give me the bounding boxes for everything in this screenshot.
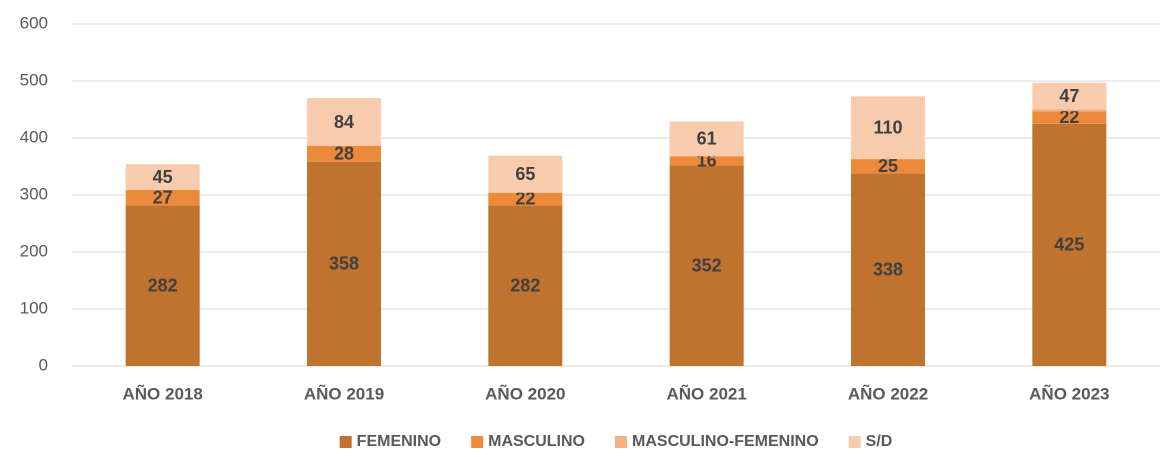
- legend-swatch: [471, 436, 484, 448]
- y-tick-label: 600: [20, 13, 48, 32]
- y-tick-label: 400: [20, 127, 48, 146]
- x-tick-label: AÑO 2019: [304, 383, 384, 403]
- bar-segment: [488, 205, 563, 366]
- y-tick-label: 300: [20, 184, 48, 203]
- x-tick-label: AÑO 2022: [848, 383, 928, 403]
- legend-label: FEMENINO: [357, 433, 441, 450]
- data-label: 45: [153, 167, 173, 187]
- legend-swatch: [615, 436, 628, 448]
- bar-segment: [307, 145, 381, 162]
- bar-segment: [851, 173, 925, 366]
- bar-segment: [125, 189, 200, 206]
- data-label: 27: [153, 187, 173, 207]
- data-label: 28: [334, 144, 354, 164]
- bar-segment: [669, 165, 744, 366]
- data-label: 25: [878, 156, 898, 176]
- x-tick-label: AÑO 2018: [123, 383, 203, 403]
- legend: FEMENINO MASCULINO MASCULINO-FEMENINO S/D: [339, 433, 893, 450]
- bar-segment: [851, 96, 925, 160]
- legend-label: MASCULINO-FEMENINO: [632, 433, 819, 450]
- data-label: 22: [1059, 107, 1079, 127]
- bar-segment: [669, 121, 744, 157]
- x-tick-label: AÑO 2021: [667, 383, 747, 403]
- data-label: 338: [873, 259, 903, 279]
- data-label: 352: [692, 255, 722, 275]
- data-label: 47: [1059, 86, 1079, 106]
- legend-label: S/D: [866, 433, 893, 450]
- bar-segment: [125, 205, 200, 366]
- bar-segment: [851, 159, 925, 174]
- data-label: 61: [697, 129, 717, 149]
- bar-segment: [488, 155, 563, 193]
- y-tick-label: 100: [20, 298, 48, 317]
- y-tick-label: 0: [39, 355, 48, 374]
- data-label: 358: [329, 254, 359, 274]
- bar-segment: [1032, 109, 1107, 112]
- bar-segment: [1032, 82, 1107, 110]
- legend-swatch: [848, 436, 861, 448]
- bar-segment: [488, 192, 563, 206]
- legend-swatch: [339, 436, 352, 448]
- bar-segment: [1032, 111, 1107, 124]
- bar-segment: [1032, 123, 1107, 366]
- bar-segment: [125, 164, 200, 190]
- data-label: 110: [873, 117, 902, 137]
- data-label: 65: [515, 164, 535, 184]
- bar-segment: [307, 98, 381, 146]
- x-tick-label: AÑO 2023: [1029, 383, 1109, 403]
- x-tick-label: AÑO 2020: [485, 383, 565, 403]
- data-label: 425: [1054, 235, 1084, 255]
- data-label: 84: [334, 112, 354, 132]
- data-label: 22: [515, 189, 535, 209]
- bar-segment: [307, 161, 381, 366]
- y-tick-label: 500: [20, 70, 48, 89]
- legend-label: MASCULINO: [488, 433, 585, 450]
- data-label: 282: [510, 275, 540, 295]
- data-label: 282: [148, 275, 178, 295]
- y-tick-label: 200: [20, 241, 48, 260]
- bar-segment: [669, 156, 744, 166]
